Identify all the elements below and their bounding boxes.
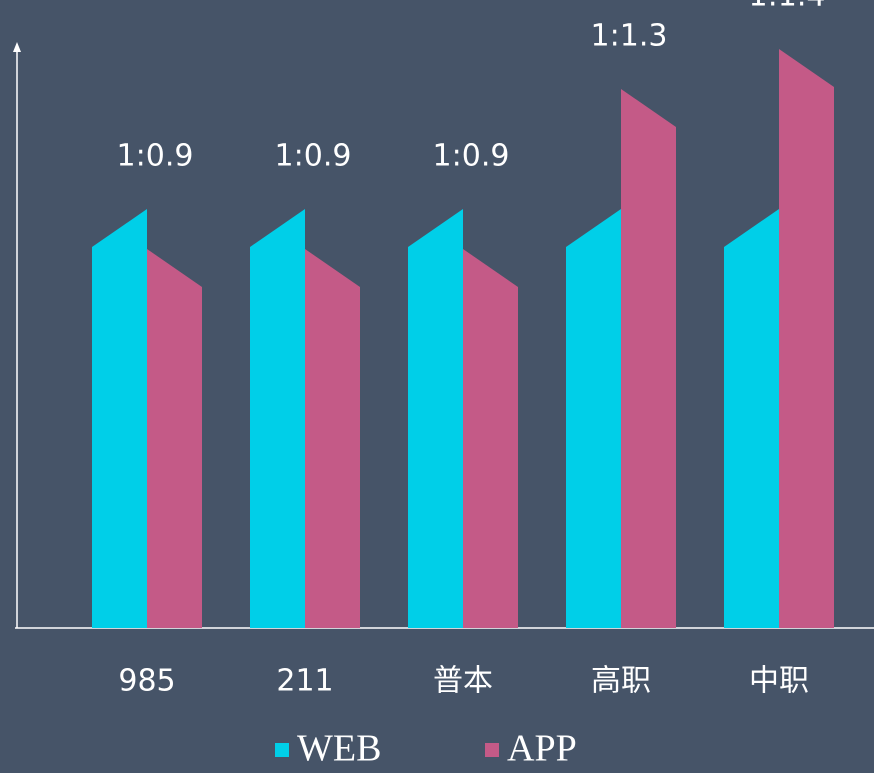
legend-label: WEB xyxy=(297,728,381,770)
x-tick-label: 普本 xyxy=(433,664,493,699)
bar xyxy=(779,49,834,628)
bar xyxy=(92,209,147,628)
ratio-label: 1:1.3 xyxy=(591,19,668,54)
bar xyxy=(408,209,463,628)
legend-label: APP xyxy=(507,728,577,770)
bar xyxy=(147,249,202,628)
bar xyxy=(724,209,779,628)
legend-swatch xyxy=(275,743,289,757)
legend-swatch xyxy=(485,743,499,757)
x-tick-label: 中职 xyxy=(749,664,809,699)
bar xyxy=(250,209,305,628)
bar xyxy=(566,209,621,628)
x-tick-label: 985 xyxy=(118,664,175,699)
ratio-label: 1:0.9 xyxy=(433,139,510,174)
bar xyxy=(305,249,360,628)
ratio-label: 1:0.9 xyxy=(117,139,194,174)
bar xyxy=(621,89,676,628)
ratio-label: 1:1.4 xyxy=(749,0,826,14)
x-tick-label: 211 xyxy=(276,664,333,699)
y-axis-arrow xyxy=(13,42,21,52)
bar xyxy=(463,249,518,628)
x-tick-label: 高职 xyxy=(591,664,651,699)
ratio-label: 1:0.9 xyxy=(275,139,352,174)
